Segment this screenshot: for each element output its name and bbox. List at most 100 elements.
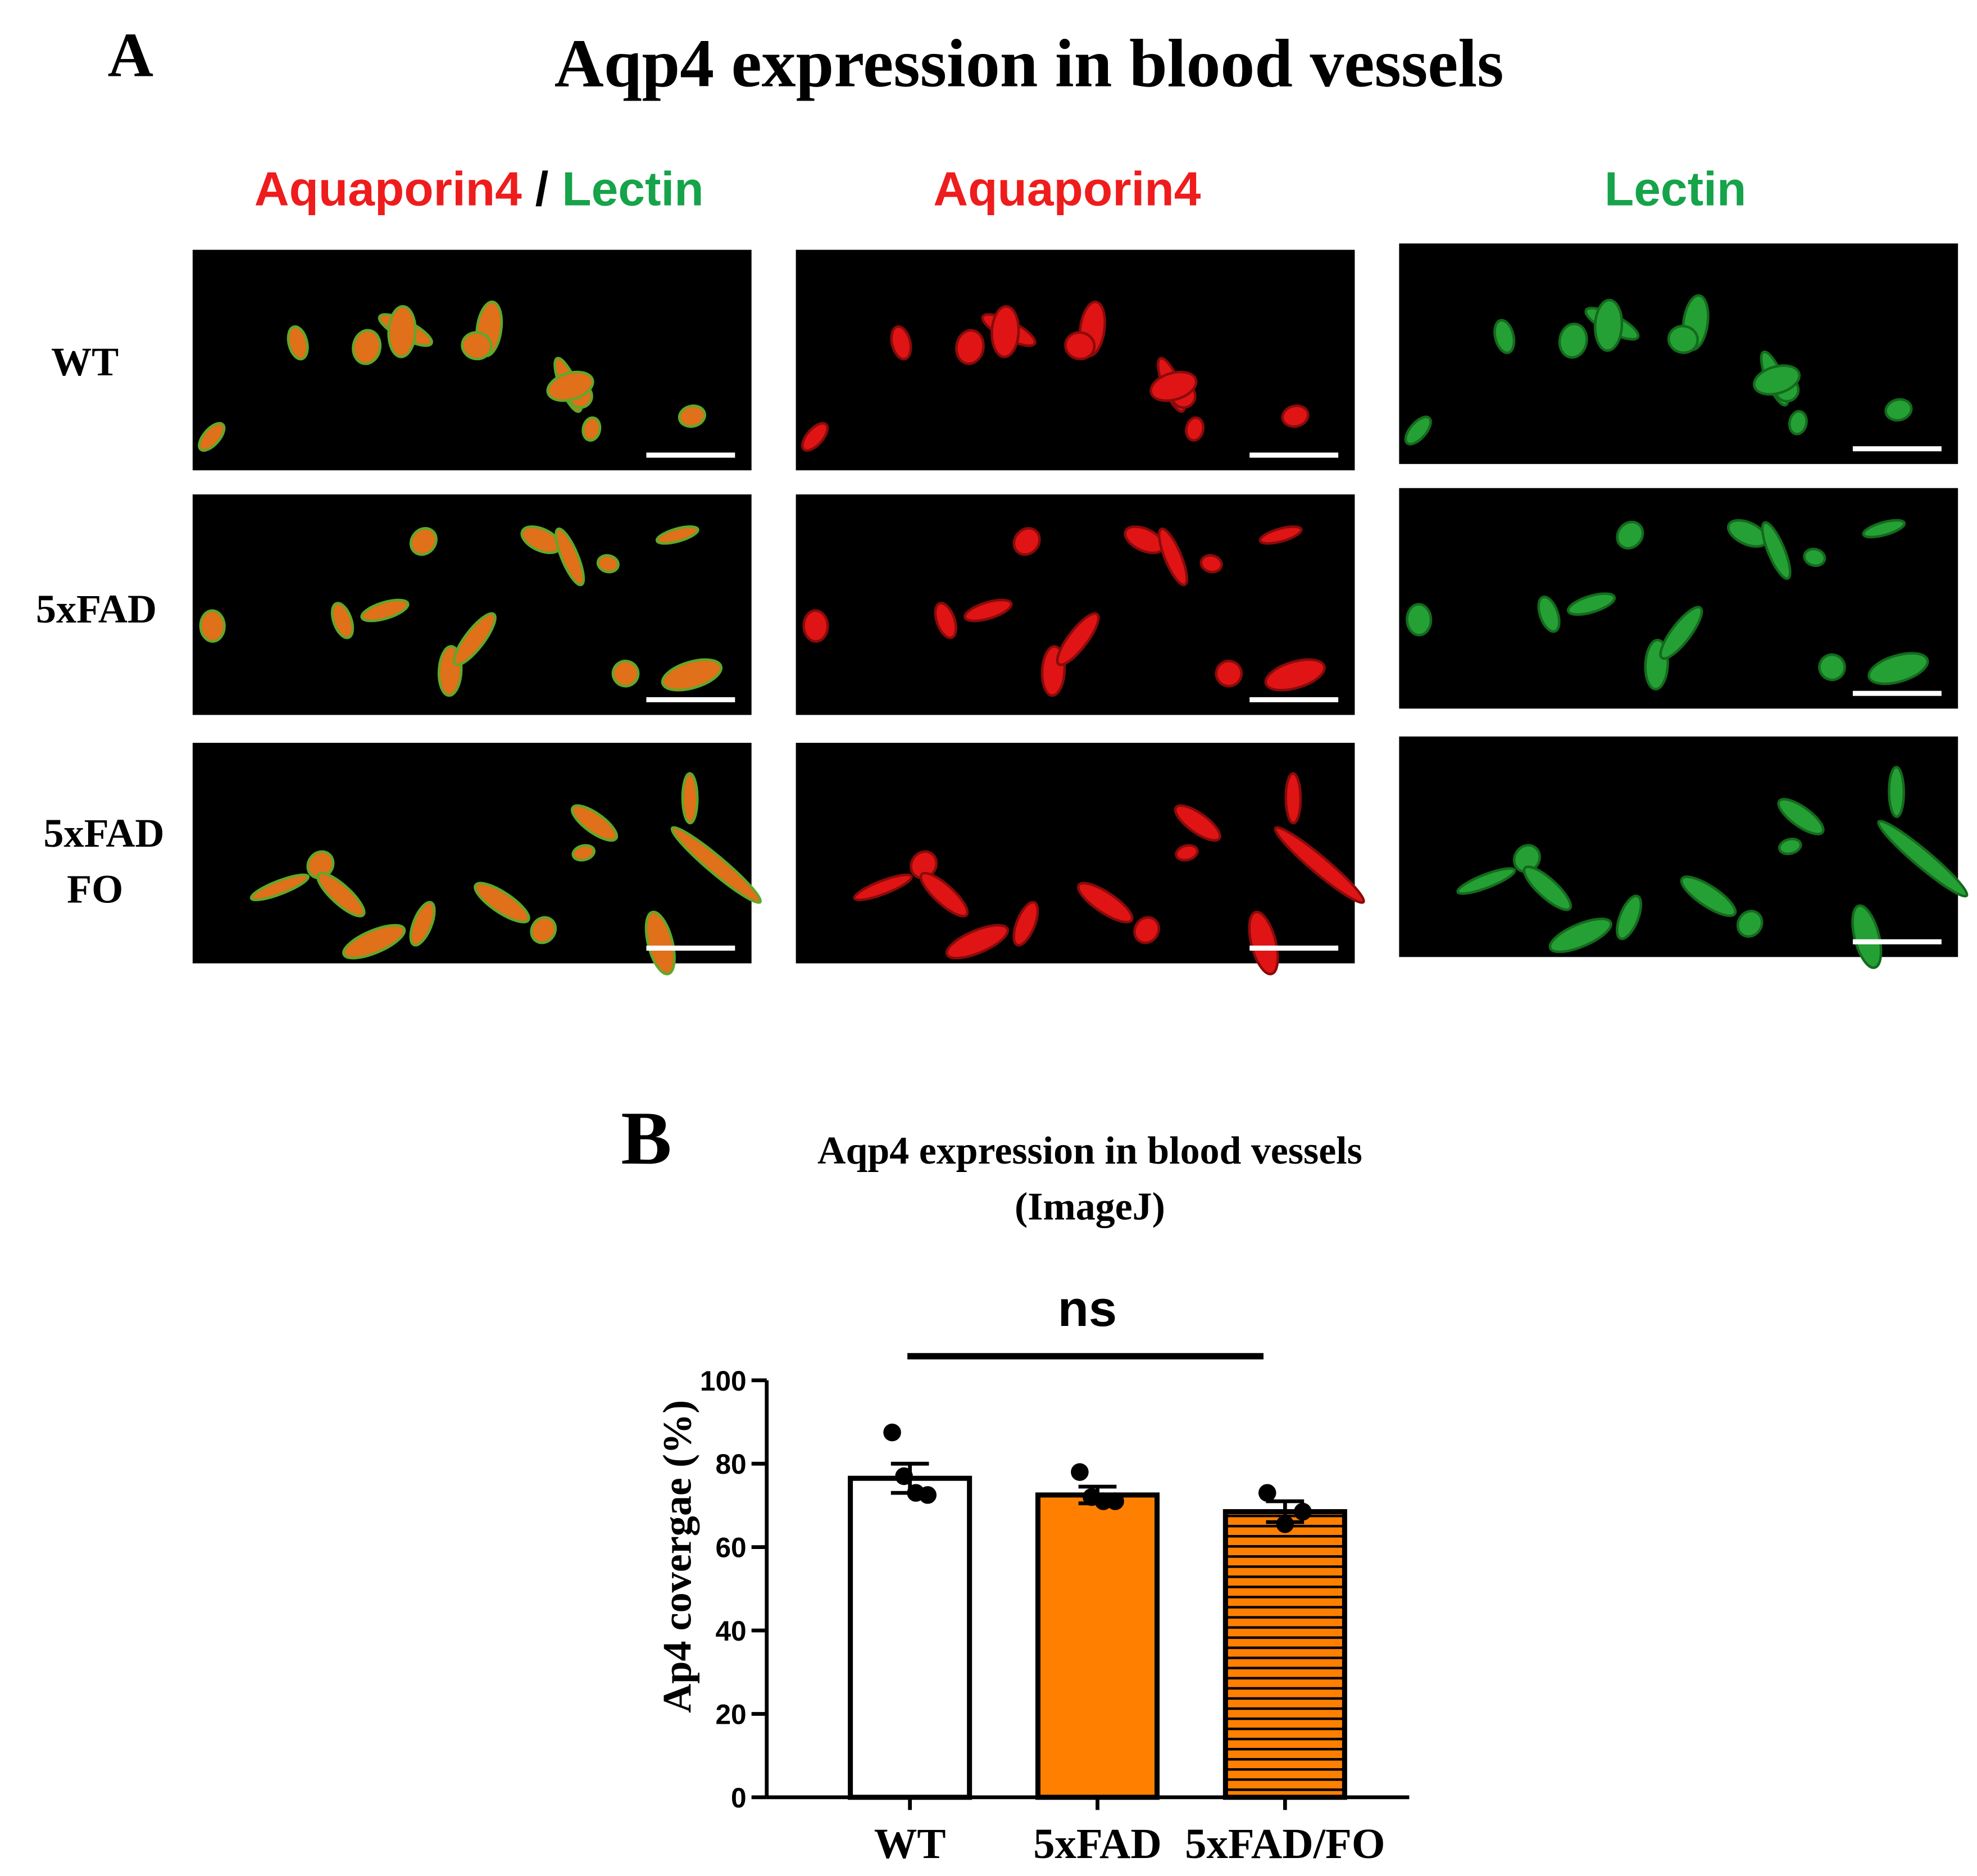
vessel [352, 329, 382, 365]
y-tick-label: 80 [715, 1448, 746, 1480]
row-label: 5xFAD [43, 811, 164, 856]
vessel [306, 850, 335, 880]
vessel [1157, 527, 1188, 587]
micrograph-background [192, 494, 752, 715]
vessel [1404, 415, 1432, 446]
vessel [1788, 410, 1808, 435]
micrographs [192, 243, 1969, 975]
header-part: / [535, 162, 549, 216]
panel-label: B [621, 1096, 671, 1180]
vessel [530, 916, 557, 944]
vessel [1149, 370, 1198, 402]
vessel [1659, 606, 1703, 660]
micrograph [796, 249, 1355, 471]
micrograph [192, 743, 762, 975]
vessel [1667, 325, 1699, 354]
vessel [198, 422, 226, 452]
vessel [581, 416, 602, 442]
vessel [249, 873, 310, 902]
vessel [1862, 519, 1906, 539]
vessel [1867, 652, 1929, 685]
vessel [661, 658, 723, 692]
micrograph [1399, 736, 1969, 969]
vessel [1803, 547, 1826, 567]
y-tick-label: 20 [715, 1699, 746, 1730]
vessel [1281, 404, 1310, 428]
vessel [1778, 837, 1802, 856]
vessel [1175, 844, 1199, 862]
vessel [360, 598, 410, 623]
vessel [474, 882, 530, 924]
data-point [1276, 1515, 1294, 1533]
vessel [1012, 901, 1039, 947]
vessel [452, 612, 497, 666]
row-label: WT [51, 339, 119, 384]
column-header: Aquaporin4 [933, 162, 1201, 216]
vessel [316, 871, 366, 917]
micrograph [1399, 488, 1958, 709]
vessel [461, 331, 493, 361]
vessel [990, 305, 1020, 358]
vessel [1406, 603, 1433, 637]
vessel [330, 602, 355, 639]
vessel [655, 525, 699, 545]
vessel [1548, 917, 1612, 953]
vessel [1558, 322, 1588, 359]
vessel [890, 325, 912, 361]
vessel [199, 609, 226, 643]
vessel [1566, 592, 1616, 616]
vessel [1537, 596, 1561, 633]
vessel [1199, 554, 1223, 574]
data-point [1294, 1502, 1312, 1521]
panel-label: A [108, 21, 153, 90]
vessel [955, 329, 985, 365]
vessel [1258, 525, 1303, 545]
micrograph-background [796, 494, 1355, 715]
y-tick-label: 100 [700, 1365, 747, 1397]
y-tick-label: 60 [715, 1532, 746, 1564]
panel-title: Aqp4 expression in blood vessels [555, 26, 1504, 102]
micrograph-background [796, 249, 1355, 471]
data-point [1258, 1484, 1276, 1502]
micrograph-background [192, 249, 752, 471]
bar [1035, 1492, 1160, 1800]
vessel [287, 325, 309, 361]
vessel [1752, 364, 1801, 396]
vessel [1264, 658, 1326, 692]
vessel [934, 602, 957, 639]
vessel [1680, 875, 1737, 917]
significance-label: ns [1058, 1280, 1117, 1337]
header-part: Aquaporin4 [254, 162, 522, 216]
vessel [570, 804, 619, 842]
bar-chart: 0 20 40 60 80 100 WT 5xFAD 5xFAD/FO [700, 1353, 1410, 1868]
vessel [611, 660, 640, 688]
column-header: Lectin [1605, 162, 1746, 216]
y-tick-label: 40 [715, 1615, 746, 1647]
vessel [1593, 298, 1624, 352]
vessel [1456, 867, 1516, 895]
data-point [883, 1423, 901, 1442]
vessel [1012, 527, 1041, 556]
vessel [1522, 865, 1572, 911]
vessel [1493, 319, 1516, 355]
vessel [409, 901, 436, 947]
vessel [342, 924, 406, 960]
vessel [919, 871, 969, 917]
header-part: Lectin [562, 162, 703, 216]
vessel [546, 370, 594, 402]
vessel [1064, 331, 1096, 361]
vessel [963, 598, 1013, 623]
data-point [1071, 1463, 1089, 1481]
vessel [1616, 520, 1644, 550]
row-label: FO [67, 866, 123, 911]
vessel [1888, 765, 1905, 818]
x-tick-label: WT [874, 1820, 946, 1868]
vessel [1884, 398, 1913, 422]
x-tick-label: 5xFAD [1033, 1820, 1162, 1868]
bar [1222, 1509, 1347, 1800]
vessel [1512, 844, 1541, 873]
vessel [571, 844, 596, 862]
micrograph [192, 249, 752, 471]
data-point [895, 1467, 913, 1486]
